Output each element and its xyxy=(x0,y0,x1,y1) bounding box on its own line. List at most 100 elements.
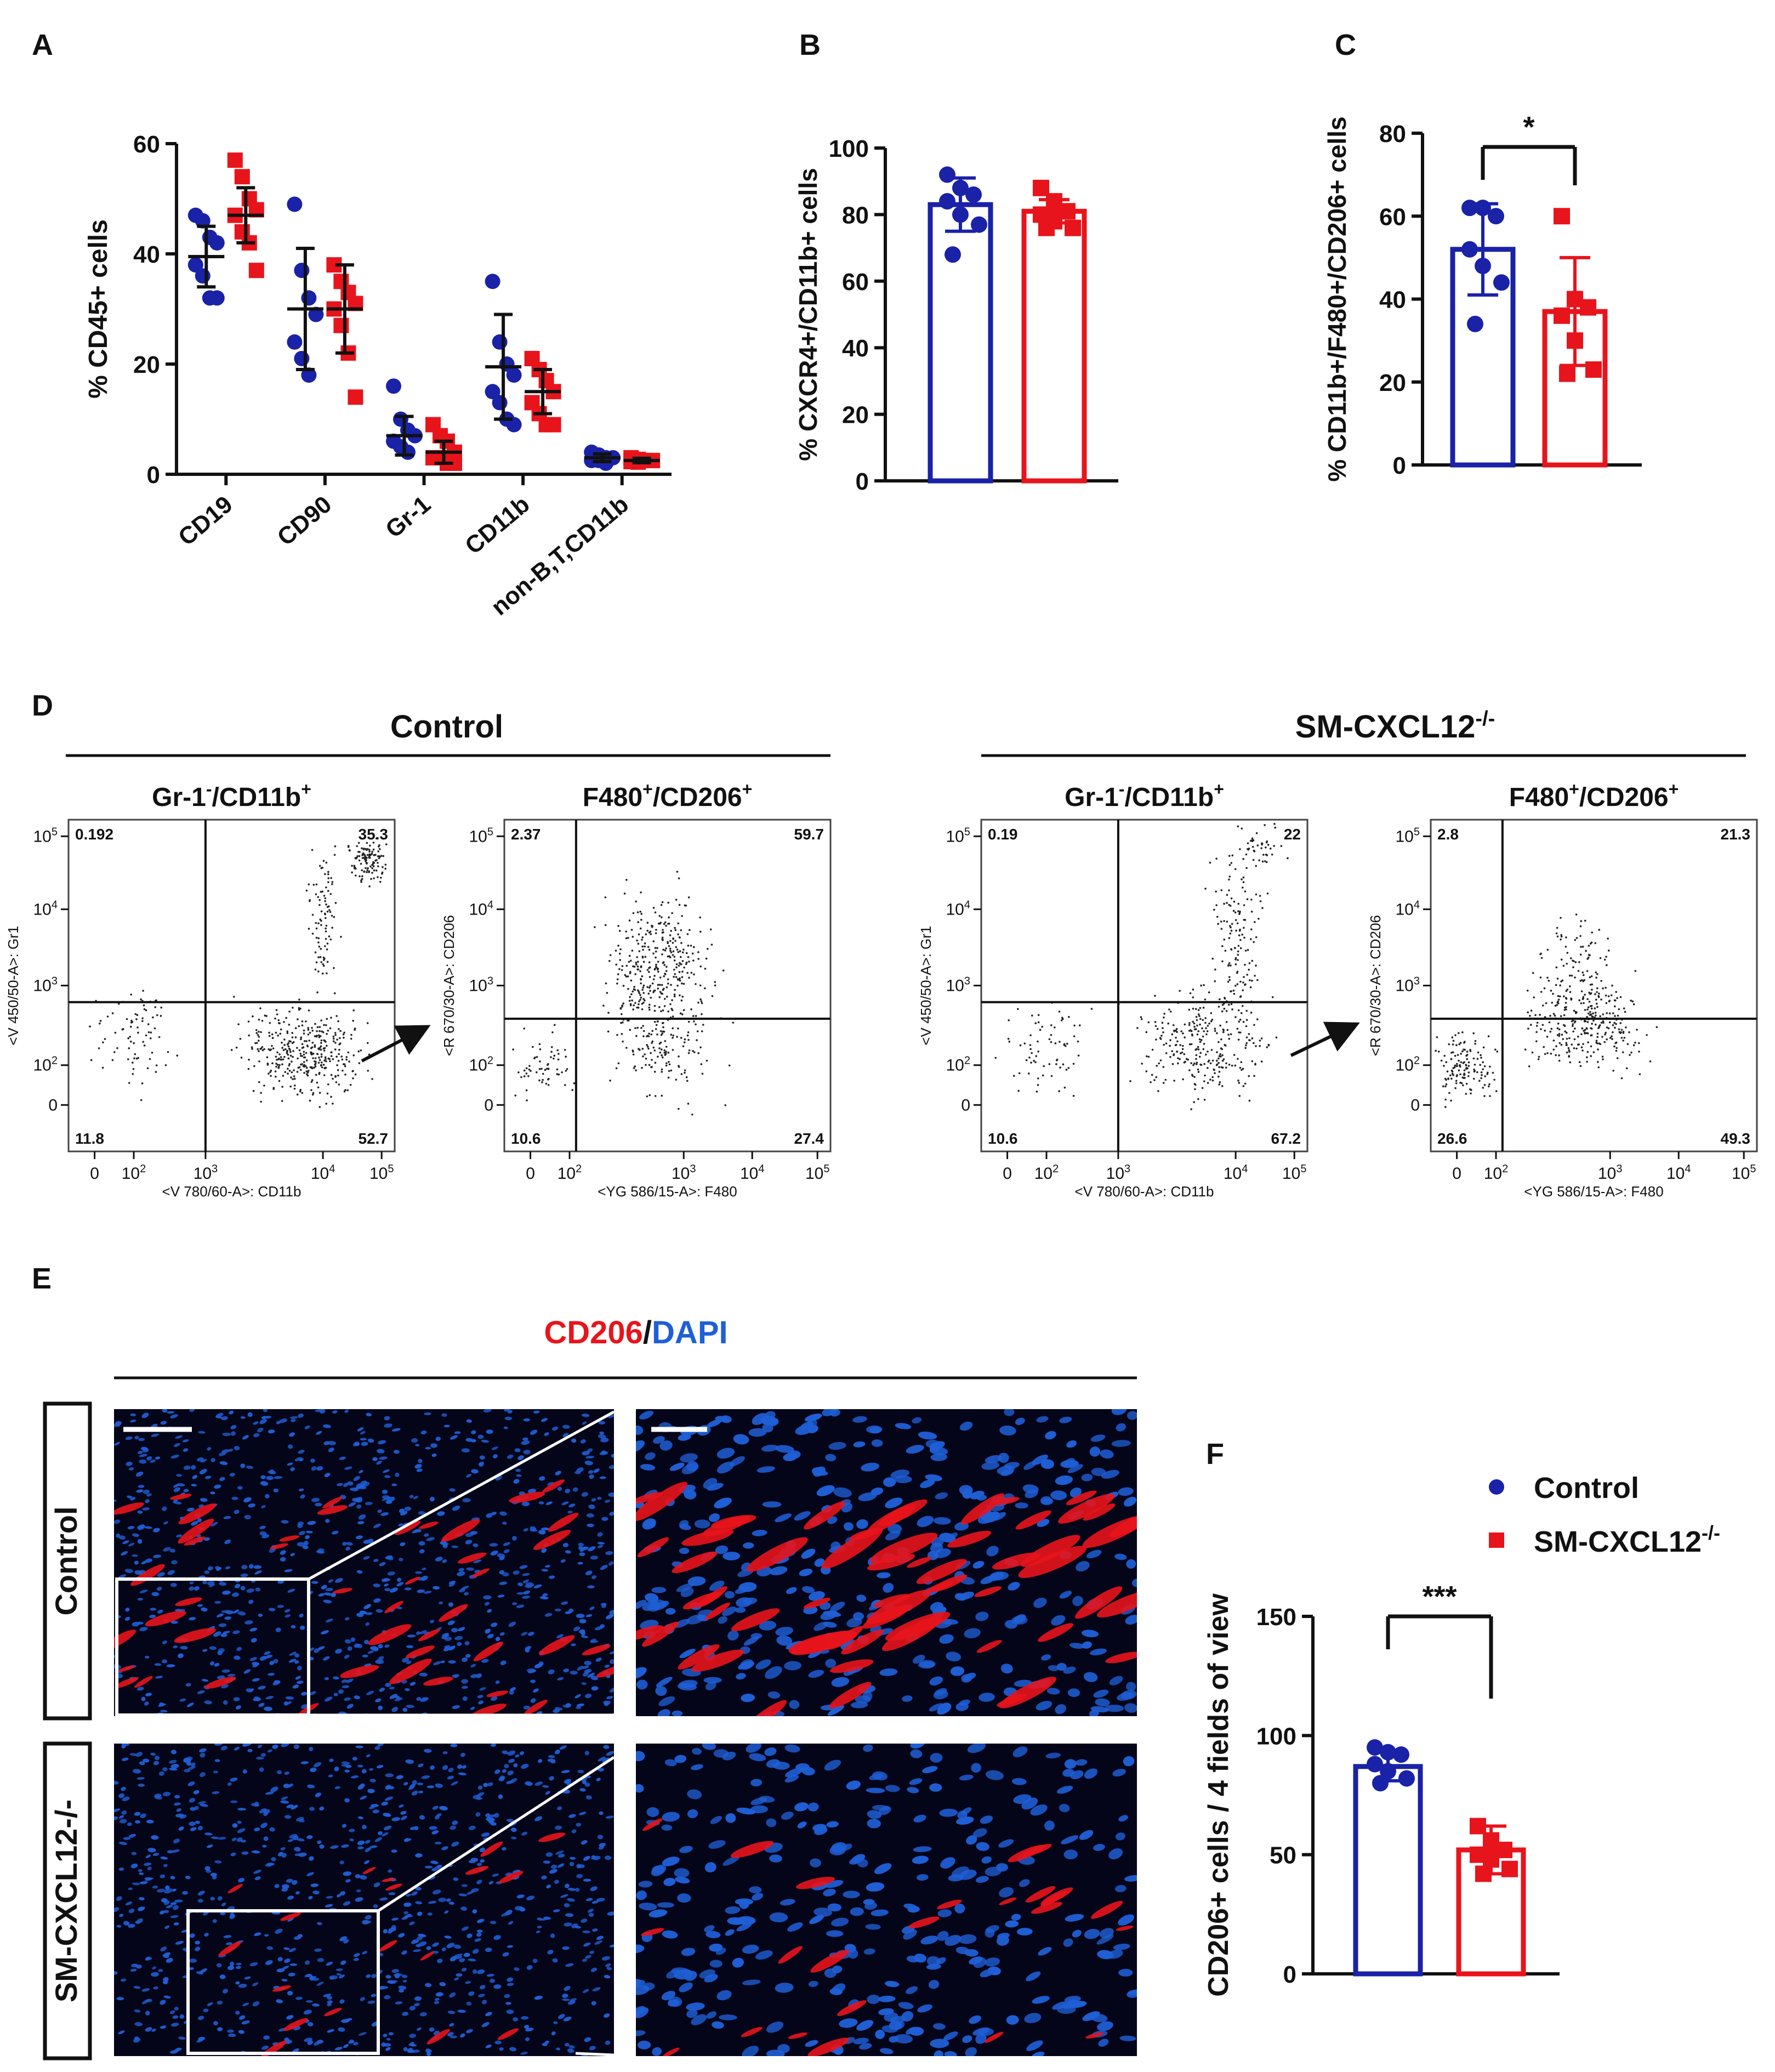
stain-dapi-label: DAPI xyxy=(652,1315,728,1350)
flow-event xyxy=(650,996,652,999)
dapi-nucleus xyxy=(285,1614,291,1618)
flow-event xyxy=(309,1031,311,1034)
flow-event xyxy=(676,871,679,873)
flow-event xyxy=(326,910,329,913)
flow-event xyxy=(553,1054,556,1057)
flow-event xyxy=(523,1069,526,1072)
dapi-nucleus xyxy=(477,1863,482,1866)
dapi-nucleus xyxy=(345,1765,352,1768)
flow-event xyxy=(1077,1040,1079,1043)
dapi-nucleus xyxy=(1055,1475,1073,1485)
flow-event xyxy=(1197,1068,1199,1071)
dapi-nucleus xyxy=(403,1914,411,1919)
flow-event xyxy=(634,1002,636,1004)
flow-event xyxy=(320,919,322,922)
flow-event xyxy=(1455,1075,1458,1077)
dapi-nucleus xyxy=(563,1668,570,1673)
flow-event xyxy=(1177,1057,1179,1059)
flow-event xyxy=(1191,1033,1193,1036)
flow-event xyxy=(1211,1018,1214,1021)
flow-event xyxy=(670,1008,673,1010)
flow-event xyxy=(1458,1059,1460,1062)
dapi-nucleus xyxy=(118,1793,125,1798)
flow-event xyxy=(373,854,375,856)
flow-event xyxy=(1617,1014,1619,1017)
flow-event xyxy=(310,1053,313,1055)
dapi-nucleus xyxy=(364,1639,369,1644)
dapi-nucleus xyxy=(359,1875,367,1880)
dapi-nucleus xyxy=(325,1587,333,1592)
dapi-nucleus xyxy=(385,1683,391,1687)
dapi-nucleus xyxy=(336,1973,342,1976)
dapi-nucleus xyxy=(570,1998,577,2002)
dapi-nucleus xyxy=(174,2006,179,2011)
dapi-nucleus xyxy=(194,1586,200,1591)
y-tick-label: 60 xyxy=(1379,203,1406,230)
flow-event xyxy=(1202,1019,1204,1021)
flow-event xyxy=(128,1082,130,1084)
dapi-nucleus xyxy=(176,2047,182,2051)
flow-event xyxy=(275,1055,277,1058)
flow-event xyxy=(672,1027,674,1030)
flow-event xyxy=(258,1030,260,1033)
dapi-nucleus xyxy=(604,1665,610,1668)
dapi-nucleus xyxy=(523,1528,528,1532)
flow-event xyxy=(1220,928,1223,930)
flow-plot-4: F480+/CD206+2.8 21.326.6 49.31051041031020… xyxy=(1367,779,1758,1200)
dapi-nucleus xyxy=(532,1959,538,1963)
flow-event xyxy=(685,961,688,964)
dapi-nucleus xyxy=(138,1784,145,1787)
flow-event xyxy=(368,870,371,872)
flow-event xyxy=(1030,1061,1032,1064)
dapi-nucleus xyxy=(656,1677,673,1687)
flow-event xyxy=(1591,989,1593,991)
flow-event xyxy=(320,1048,322,1051)
flow-event xyxy=(1622,1040,1624,1042)
flow-event xyxy=(1614,1005,1616,1008)
dapi-nucleus xyxy=(658,1696,675,1706)
dapi-nucleus xyxy=(293,1935,301,1940)
flow-event xyxy=(1590,1055,1592,1057)
flow-event xyxy=(304,1065,307,1068)
data-point xyxy=(1367,1739,1383,1756)
cd206-signal xyxy=(747,1537,808,1572)
dapi-nucleus xyxy=(1082,1630,1099,1638)
flow-event xyxy=(316,1081,318,1084)
flow-event xyxy=(1216,1051,1218,1053)
dapi-nucleus xyxy=(571,1829,577,1833)
dapi-nucleus xyxy=(189,1617,196,1621)
flow-event xyxy=(1184,1036,1186,1038)
dapi-nucleus xyxy=(363,1540,372,1544)
dapi-nucleus xyxy=(139,1590,148,1593)
flow-event xyxy=(1583,1002,1585,1004)
flow-event xyxy=(1444,1106,1447,1108)
flow-event xyxy=(1585,1032,1588,1035)
dapi-nucleus xyxy=(287,1444,293,1449)
flow-event xyxy=(314,951,317,953)
cd206-signal xyxy=(841,1630,884,1655)
dapi-nucleus xyxy=(326,1895,333,1899)
dapi-nucleus xyxy=(508,1921,514,1925)
dapi-nucleus xyxy=(1040,1654,1051,1661)
dapi-nucleus xyxy=(597,1542,605,1545)
flow-event xyxy=(1602,1021,1605,1024)
flow-event xyxy=(320,1042,322,1044)
flow-event xyxy=(1251,979,1253,982)
dapi-nucleus xyxy=(493,1984,502,1989)
dapi-nucleus xyxy=(426,1785,435,1789)
flow-event xyxy=(287,1072,289,1075)
y-axis-label: % CD45+ cells xyxy=(84,219,113,399)
dapi-nucleus xyxy=(640,1464,656,1471)
dapi-nucleus xyxy=(353,1958,360,1961)
flow-gate-title: F480+/CD206+ xyxy=(583,779,753,812)
flow-event xyxy=(675,963,678,966)
flow-event xyxy=(520,1076,522,1078)
dapi-nucleus xyxy=(344,1798,350,1803)
flow-event xyxy=(642,1055,644,1058)
dapi-nucleus xyxy=(797,1821,807,1829)
flow-event xyxy=(1177,1062,1179,1065)
dapi-nucleus xyxy=(363,1604,372,1609)
flow-event xyxy=(305,889,308,892)
flow-event xyxy=(283,1021,285,1023)
flow-event xyxy=(1222,1058,1225,1060)
